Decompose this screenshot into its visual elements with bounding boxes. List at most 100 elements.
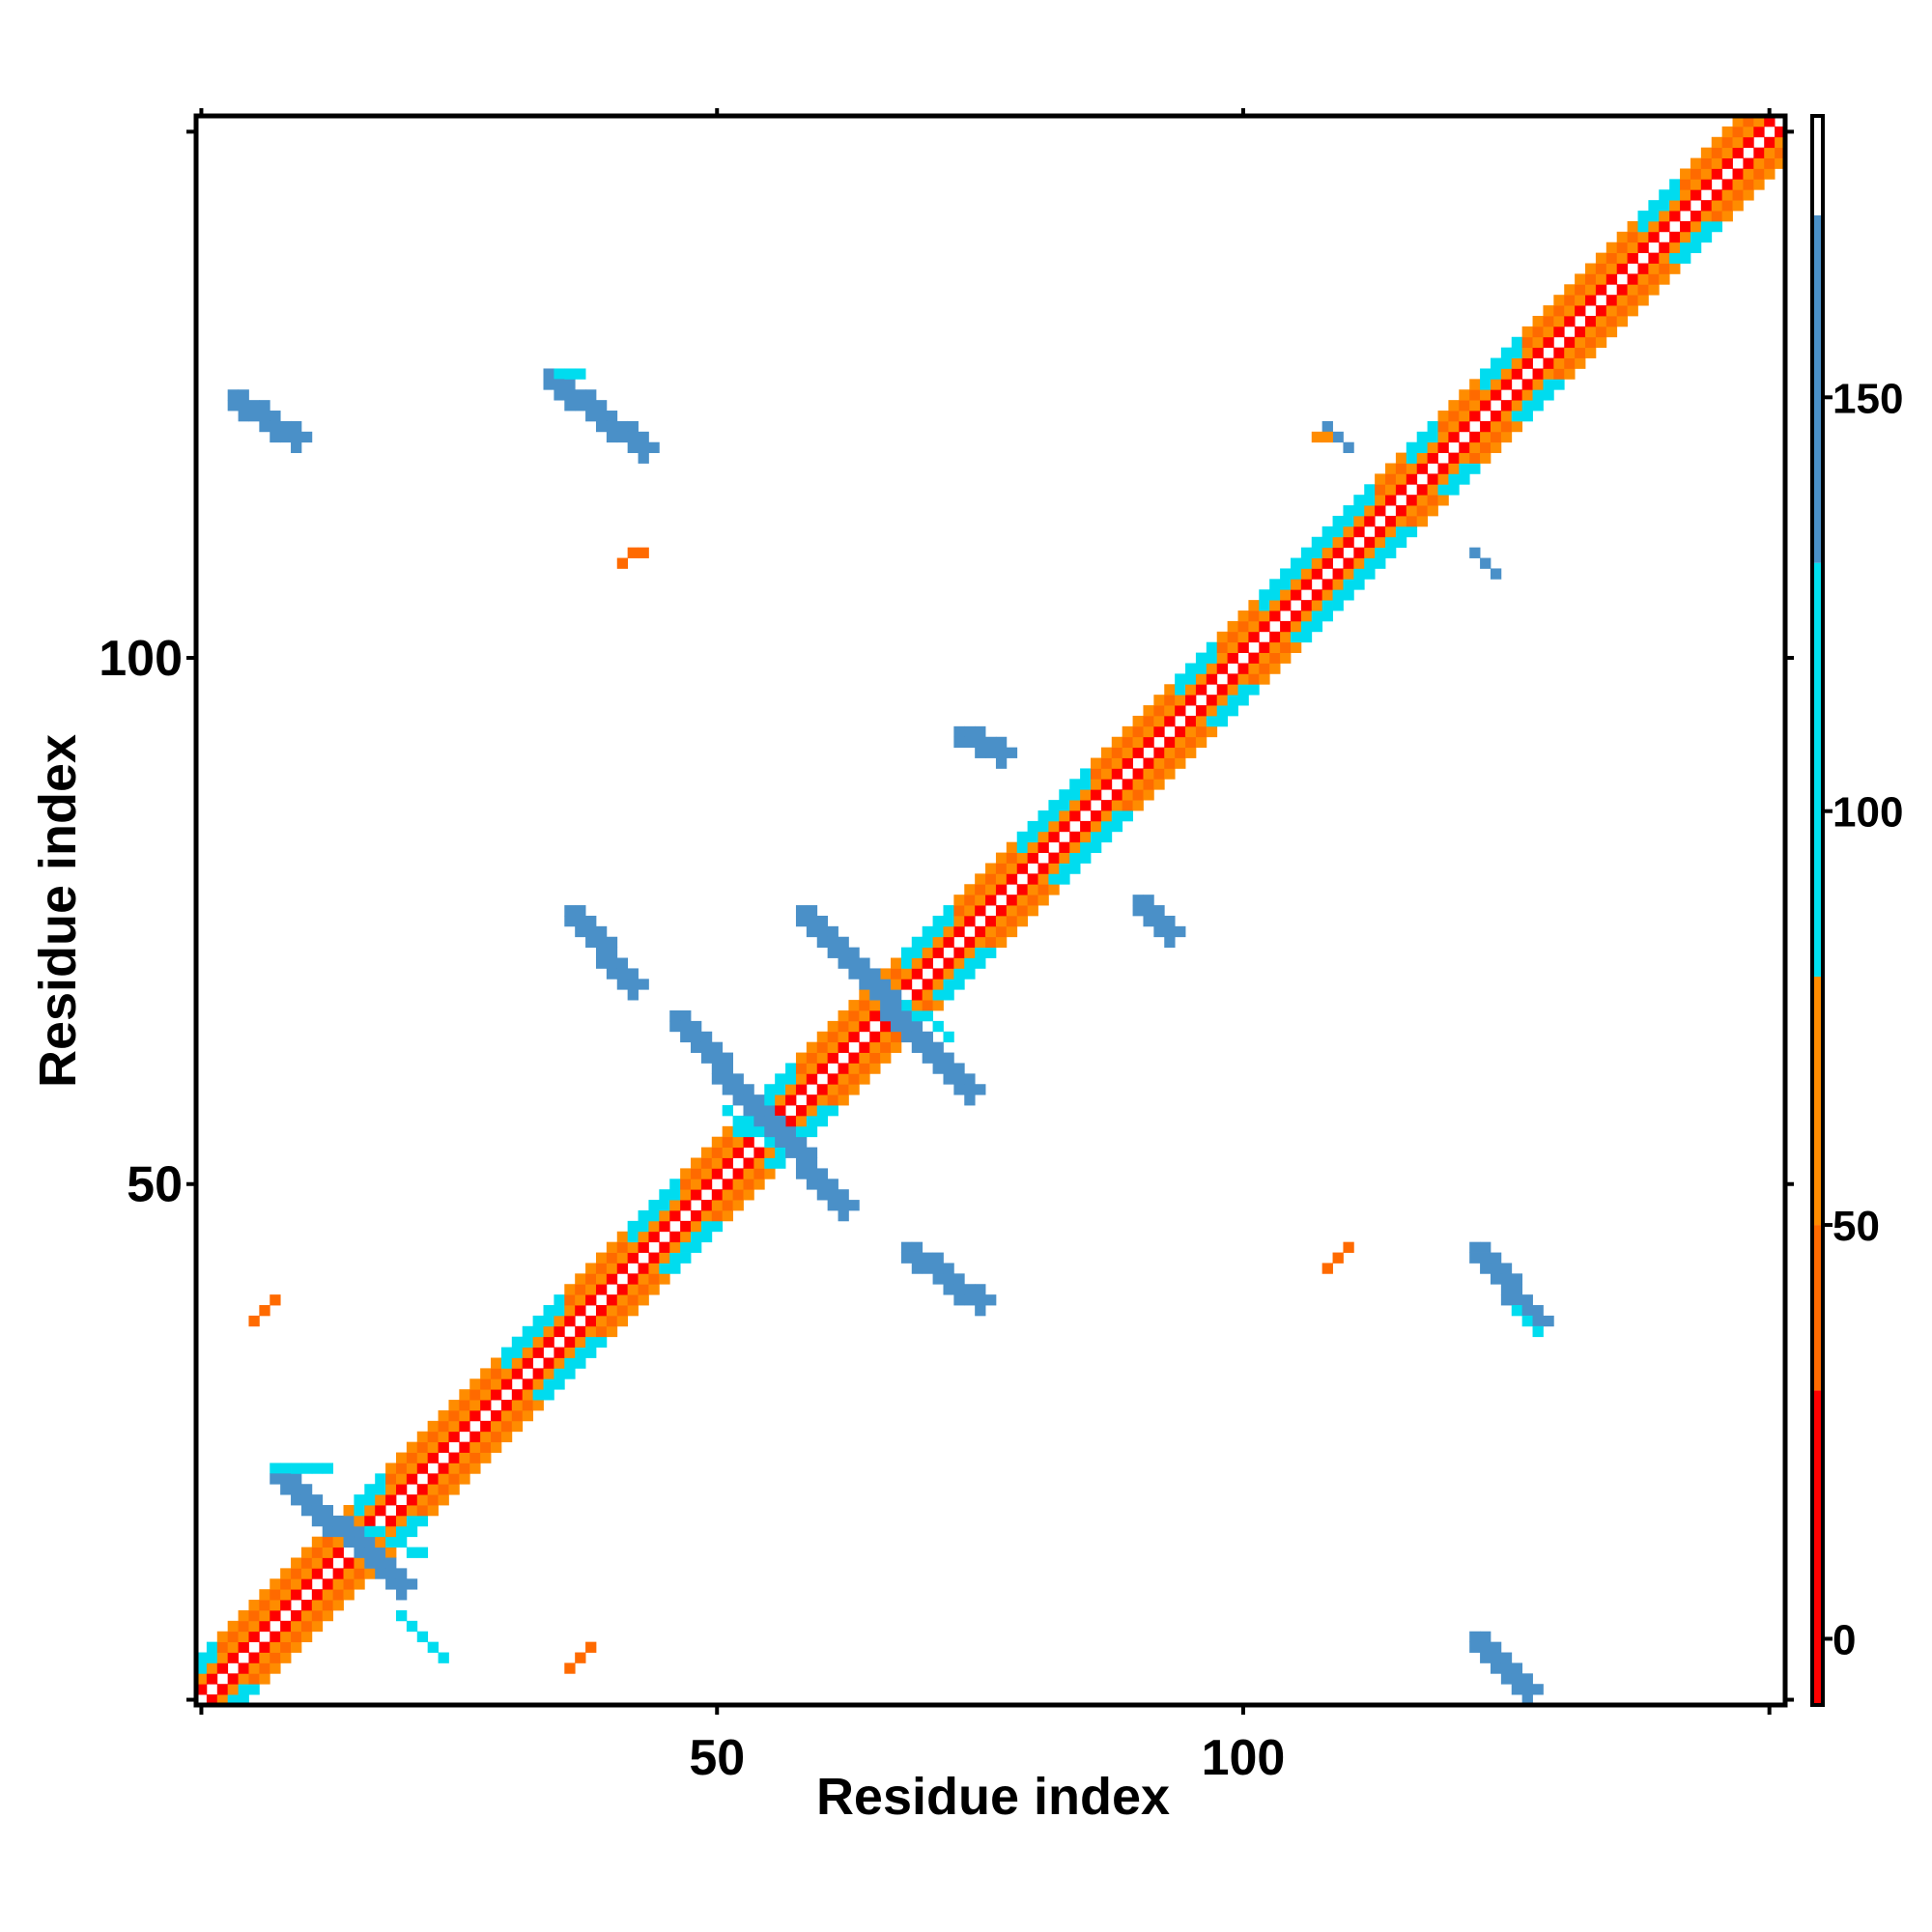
heatmap-cell bbox=[627, 968, 639, 980]
heatmap-cell bbox=[806, 1157, 818, 1169]
heatmap-cell bbox=[1490, 1273, 1502, 1285]
heatmap-cell bbox=[575, 1336, 586, 1348]
heatmap-cell bbox=[532, 1400, 544, 1411]
heatmap-cell bbox=[1511, 336, 1523, 349]
heatmap-cell bbox=[1690, 179, 1702, 190]
heatmap-cell bbox=[238, 1609, 249, 1622]
heatmap-cell bbox=[1143, 757, 1154, 769]
heatmap-cell bbox=[522, 1347, 534, 1358]
heatmap-cell bbox=[491, 1378, 502, 1390]
heatmap-cell bbox=[616, 957, 629, 969]
heatmap-cell bbox=[627, 1273, 639, 1285]
heatmap-cell bbox=[764, 1136, 776, 1149]
heatmap-cell bbox=[1721, 179, 1733, 190]
heatmap-cell bbox=[1659, 242, 1670, 254]
heatmap-cell bbox=[343, 1557, 355, 1569]
heatmap-cell bbox=[691, 1041, 702, 1053]
heatmap-cell bbox=[1364, 536, 1376, 549]
heatmap-cell bbox=[1669, 200, 1681, 212]
heatmap-cell bbox=[564, 1347, 576, 1358]
heatmap-cell bbox=[554, 1315, 565, 1327]
heatmap-cell bbox=[1280, 620, 1292, 633]
heatmap-cell bbox=[827, 1020, 838, 1033]
heatmap-cell bbox=[891, 957, 902, 969]
heatmap-cell bbox=[1511, 357, 1523, 369]
heatmap-cell bbox=[880, 1020, 892, 1033]
heatmap-cell bbox=[564, 379, 576, 390]
heatmap-cell bbox=[1521, 326, 1533, 338]
heatmap-cell bbox=[1732, 200, 1744, 212]
heatmap-cell bbox=[300, 1631, 313, 1643]
heatmap-cell bbox=[627, 1241, 639, 1253]
heatmap-cell bbox=[427, 1431, 439, 1443]
heatmap-cell bbox=[711, 1200, 724, 1211]
heatmap-cell bbox=[953, 1284, 965, 1295]
heatmap-cell bbox=[638, 1294, 649, 1306]
heatmap-cell bbox=[375, 1473, 386, 1485]
heatmap-cell bbox=[1290, 641, 1302, 653]
heatmap-cell bbox=[911, 968, 923, 980]
heatmap-cell bbox=[775, 1105, 786, 1117]
heatmap-cell bbox=[406, 1441, 418, 1453]
heatmap-cell bbox=[1532, 336, 1544, 349]
heatmap-cell bbox=[1711, 168, 1723, 180]
heatmap-cell bbox=[427, 1484, 439, 1495]
heatmap-cell bbox=[616, 979, 629, 990]
heatmap-cell bbox=[932, 989, 944, 1001]
heatmap-cell bbox=[322, 1547, 334, 1558]
heatmap-cell bbox=[995, 873, 1008, 885]
heatmap-cell bbox=[1459, 389, 1470, 401]
heatmap-cell bbox=[1321, 1263, 1333, 1274]
heatmap-cell bbox=[943, 915, 954, 927]
heatmap-cell bbox=[1627, 220, 1638, 233]
heatmap-cell bbox=[1111, 800, 1123, 811]
heatmap-cell bbox=[1164, 936, 1176, 949]
heatmap-cell bbox=[616, 1315, 629, 1327]
heatmap-cell bbox=[1459, 420, 1470, 433]
heatmap-cell bbox=[564, 905, 576, 917]
heatmap-cell bbox=[922, 1000, 933, 1011]
heatmap-cell bbox=[322, 1525, 334, 1538]
heatmap-cell bbox=[1016, 841, 1029, 853]
heatmap-cell bbox=[1721, 126, 1733, 138]
heatmap-cell bbox=[827, 936, 838, 949]
heatmap-cell bbox=[543, 1315, 554, 1327]
heatmap-cell bbox=[964, 968, 976, 980]
heatmap-cell bbox=[1080, 800, 1092, 811]
heatmap-cell bbox=[943, 1263, 954, 1274]
heatmap-cell bbox=[1490, 1263, 1502, 1274]
heatmap-cell bbox=[1143, 768, 1154, 780]
heatmap-cell bbox=[743, 1136, 754, 1149]
heatmap-cell bbox=[995, 863, 1008, 874]
heatmap-cell bbox=[1343, 441, 1354, 454]
heatmap-cell bbox=[953, 968, 965, 980]
heatmap-cell bbox=[711, 1041, 724, 1053]
heatmap-cell bbox=[1321, 547, 1333, 558]
heatmap-cell bbox=[300, 1578, 313, 1590]
heatmap-cell bbox=[1753, 126, 1765, 138]
heatmap-cell bbox=[691, 1157, 702, 1169]
heatmap-cell bbox=[1543, 1315, 1554, 1327]
heatmap-cell bbox=[911, 1020, 923, 1033]
heatmap-cell bbox=[595, 1305, 608, 1317]
heatmap-cell bbox=[1459, 441, 1470, 454]
heatmap-cell bbox=[585, 389, 597, 401]
heatmap-cell bbox=[1006, 852, 1018, 864]
heatmap-cell bbox=[1080, 831, 1092, 843]
heatmap-cell bbox=[1764, 147, 1776, 158]
heatmap-cell bbox=[975, 895, 986, 906]
heatmap-cell bbox=[1122, 810, 1133, 822]
heatmap-cell bbox=[606, 411, 618, 422]
heatmap-cell bbox=[1669, 231, 1681, 243]
heatmap-cell bbox=[1543, 357, 1554, 369]
heatmap-cell bbox=[1311, 557, 1323, 569]
heatmap-cell bbox=[1490, 368, 1502, 380]
heatmap-cell bbox=[416, 1515, 429, 1527]
heatmap-cell bbox=[616, 1231, 629, 1243]
heatmap-cell bbox=[975, 736, 986, 749]
heatmap-cell bbox=[575, 1273, 586, 1285]
heatmap-cell bbox=[1122, 789, 1133, 801]
heatmap-cell bbox=[427, 1420, 439, 1433]
heatmap-cell bbox=[827, 947, 838, 958]
heatmap-cell bbox=[227, 389, 239, 401]
